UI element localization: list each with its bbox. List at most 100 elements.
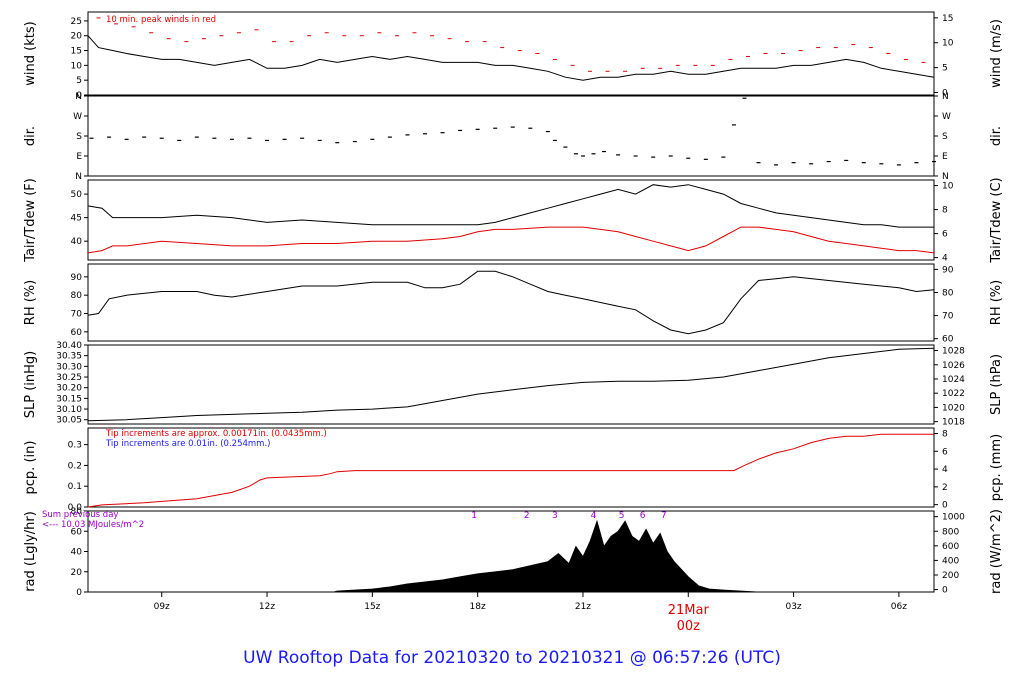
x-tick-label: 09z <box>154 602 170 612</box>
dir-ytick-label: W <box>73 112 82 122</box>
rad-ytick-right-label: 200 <box>942 571 959 581</box>
wind-ytick-right-label: 10 <box>942 39 954 49</box>
pcp-ytick-right-label: 2 <box>942 483 948 493</box>
slp-ytick-right-label: 1022 <box>942 389 965 399</box>
dir-ytick-right-label: W <box>942 112 951 122</box>
rad-ytick-label: 60 <box>71 527 83 537</box>
rad-annotation: <--- 10.03 MJoules/m^2 <box>42 520 144 530</box>
slp-ylabel: SLP (inHg) <box>23 351 38 419</box>
temp-ylabel-right: Tair/Tdew (C) <box>989 177 1004 263</box>
slp-ytick-right-label: 1024 <box>942 375 965 385</box>
wind-ytick-right-label: 5 <box>942 64 948 74</box>
wind-ytick-label: 5 <box>76 76 82 86</box>
rh-ytick-right-label: 80 <box>942 288 954 298</box>
rad-ytick-label: 0 <box>76 588 82 598</box>
dir-ytick-label: E <box>76 152 82 162</box>
wind-ylabel: wind (kts) <box>23 21 38 85</box>
dir-ylabel: dir. <box>23 126 38 146</box>
slp-ylabel-right: SLP (hPa) <box>989 354 1004 415</box>
rad-ytick-label: 40 <box>71 548 83 558</box>
pcp-ytick-label: 0.2 <box>68 461 82 471</box>
temp-frame <box>87 179 935 261</box>
rad-ytick-right-label: 800 <box>942 527 959 537</box>
rh-ylabel-right: RH (%) <box>989 280 1004 325</box>
pcp-ylabel: pcp. (in) <box>23 441 38 495</box>
rad-ytick-right-label: 400 <box>942 556 959 566</box>
wind-frame <box>87 11 935 96</box>
pcp-ytick-right-label: 8 <box>942 430 948 440</box>
temp-ytick-label: 45 <box>71 214 82 224</box>
dir-ytick-label: S <box>76 132 82 142</box>
rh-ytick-right-label: 60 <box>942 335 954 345</box>
temp-ytick-right-label: 6 <box>942 230 948 240</box>
date-label: 21Mar <box>668 603 710 618</box>
rh-frame <box>87 263 935 342</box>
pcp-annotation: Tip increments are approx. 0.00171in. (0… <box>105 429 327 439</box>
pcp-ytick-right-label: 0 <box>942 501 948 511</box>
rad-ytick-label: 80 <box>71 507 83 517</box>
slp-frame <box>87 344 935 425</box>
wind-ytick-right-label: 0 <box>942 89 948 99</box>
rad-marker: 3 <box>552 511 558 521</box>
rad-annotation: Sum previous day <box>42 510 118 520</box>
slp-ytick-right-label: 1028 <box>942 347 965 357</box>
x-tick-label: 03z <box>785 602 801 612</box>
dir-ytick-label: N <box>75 92 82 102</box>
rad-marker: 7 <box>661 511 667 521</box>
pcp-ytick-label: 0.0 <box>68 503 83 513</box>
slp-ytick-label: 30.30 <box>56 362 82 372</box>
slp-ytick-right-label: 1026 <box>942 361 965 371</box>
rh-ytick-label: 80 <box>71 291 83 301</box>
slp-ytick-label: 30.40 <box>56 341 82 351</box>
temp-ytick-right-label: 10 <box>942 182 954 192</box>
pcp-ytick-right-label: 4 <box>942 465 948 475</box>
x-tick-label: 15z <box>364 602 380 612</box>
pcp-frame <box>87 427 935 508</box>
slp-ytick-label: 30.10 <box>56 405 82 415</box>
x-tick-label: 18z <box>470 602 486 612</box>
pcp-series-0 <box>87 433 934 508</box>
dir-ytick-right-label: E <box>942 152 948 162</box>
rad-ytick-right-label: 1000 <box>942 513 965 523</box>
slp-ytick-label: 30.20 <box>56 384 82 394</box>
rh-series-0 <box>87 270 935 335</box>
rad-marker: 1 <box>471 511 477 521</box>
wind-ylabel-right: wind (m/s) <box>989 19 1004 88</box>
rad-marker: 4 <box>591 511 597 521</box>
wind-ytick-label: 15 <box>71 47 82 57</box>
rad-area <box>333 519 759 593</box>
temp-ytick-label: 50 <box>71 190 83 200</box>
slp-ytick-label: 30.05 <box>56 416 82 426</box>
temp-series-0 <box>87 184 934 228</box>
rh-ytick-right-label: 70 <box>942 312 954 322</box>
wind-ytick-label: 0 <box>76 91 82 101</box>
rh-ylabel: RH (%) <box>23 280 38 325</box>
dir-frame <box>87 95 935 177</box>
pcp-ylabel-right: pcp. (mm) <box>989 434 1004 501</box>
rh-ytick-right-label: 90 <box>942 265 954 275</box>
slp-ytick-right-label: 1020 <box>942 403 965 413</box>
x-tick-label: 06z <box>891 602 907 612</box>
rad-marker: 2 <box>524 511 530 521</box>
x-tick-label: 12z <box>259 602 275 612</box>
temp-series-1 <box>87 226 935 254</box>
x-tick-label: 21z <box>575 602 591 612</box>
dir-ytick-right-label: N <box>942 92 949 102</box>
slp-ytick-label: 30.15 <box>56 394 82 404</box>
dir-ytick-label: N <box>75 172 82 182</box>
temp-ytick-right-label: 8 <box>942 206 948 216</box>
rad-ytick-right-label: 0 <box>942 586 948 596</box>
wind-series-0 <box>87 35 935 81</box>
temp-ytick-label: 40 <box>71 237 83 247</box>
dir-ylabel-right: dir. <box>989 126 1004 146</box>
pcp-ytick-label: 0.3 <box>68 441 82 451</box>
date-sublabel: 00z <box>677 619 701 634</box>
pcp-ytick-label: 0.1 <box>68 482 82 492</box>
rad-marker: 6 <box>640 511 646 521</box>
dir-ytick-right-label: S <box>942 132 948 142</box>
slp-ytick-right-label: 1018 <box>942 418 965 428</box>
rh-ytick-label: 70 <box>71 310 83 320</box>
wind-ytick-label: 25 <box>71 17 82 27</box>
slp-series-0 <box>87 347 935 422</box>
slp-ytick-label: 30.35 <box>56 352 82 362</box>
